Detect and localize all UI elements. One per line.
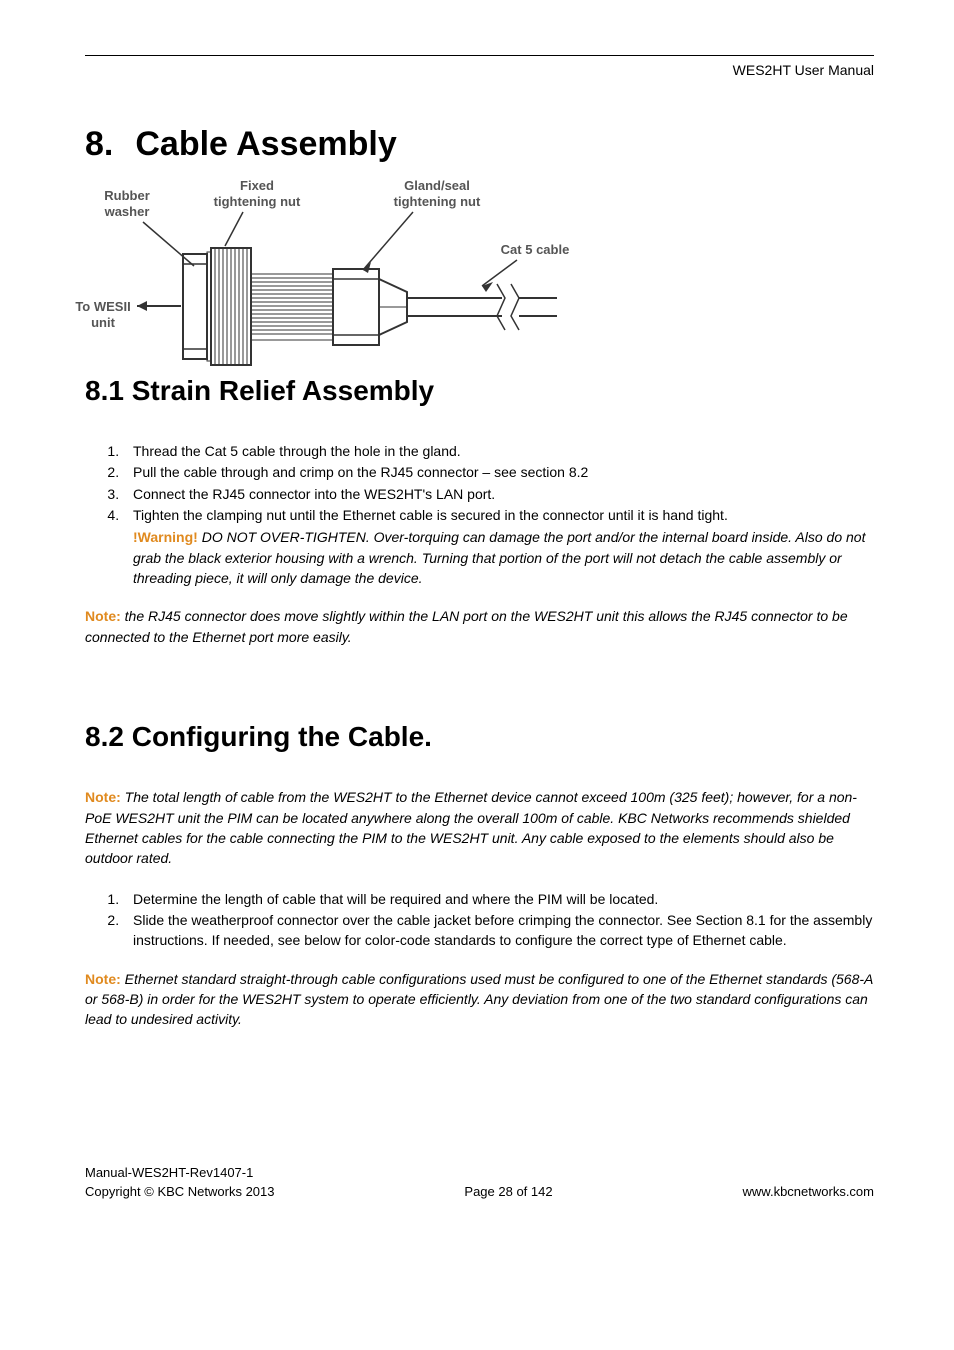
svg-text:washer: washer (104, 204, 150, 219)
section-82-number: 8.2 (85, 721, 124, 752)
header-label: WES2HT User Manual (85, 60, 874, 80)
svg-text:tightening nut: tightening nut (394, 194, 481, 209)
section-81-steps: Thread the Cat 5 cable through the hole … (85, 441, 874, 588)
svg-text:tightening nut: tightening nut (214, 194, 301, 209)
note-label: Note: (85, 789, 121, 805)
note-82a: Note: The total length of cable from the… (85, 787, 874, 868)
footer-page: Page 28 of 142 (464, 1183, 552, 1202)
footer-copyright: Copyright © KBC Networks 2013 (85, 1183, 275, 1202)
chapter-title-text: Cable Assembly (135, 125, 396, 163)
list-item: Connect the RJ45 connector into the WES2… (123, 484, 874, 504)
note-82b: Note: Ethernet standard straight-through… (85, 969, 874, 1030)
list-item: Tighten the clamping nut until the Ether… (123, 505, 874, 588)
section-81-title: Strain Relief Assembly (132, 375, 434, 406)
list-item: Slide the weatherproof connector over th… (123, 910, 874, 951)
svg-text:Fixed: Fixed (240, 178, 274, 193)
note-82a-text: The total length of cable from the WES2H… (85, 789, 857, 866)
section-82-title: Configuring the Cable. (132, 721, 432, 752)
section-82-heading: 8.2 Configuring the Cable. (85, 717, 874, 758)
chapter-number: 8. (85, 120, 113, 169)
svg-text:Gland/seal: Gland/seal (404, 178, 470, 193)
section-81-number: 8.1 (85, 375, 124, 406)
footer-manual-id: Manual-WES2HT-Rev1407-1 (85, 1164, 275, 1183)
header-rule (85, 55, 874, 56)
step-4-text: Tighten the clamping nut until the Ether… (133, 507, 728, 523)
warning-label: !Warning! (133, 529, 198, 545)
svg-text:Rubber: Rubber (104, 188, 150, 203)
note-82b-text: Ethernet standard straight-through cable… (85, 971, 873, 1028)
svg-text:Cat 5 cable: Cat 5 cable (501, 242, 570, 257)
footer-left: Manual-WES2HT-Rev1407-1 Copyright © KBC … (85, 1164, 275, 1202)
note-label: Note: (85, 971, 121, 987)
section-82-steps: Determine the length of cable that will … (85, 889, 874, 951)
svg-text:unit: unit (91, 315, 115, 330)
footer: Manual-WES2HT-Rev1407-1 Copyright © KBC … (85, 1164, 874, 1202)
note-label: Note: (85, 608, 121, 624)
list-item: Determine the length of cable that will … (123, 889, 874, 909)
footer-url: www.kbcnetworks.com (743, 1183, 874, 1202)
list-item: Thread the Cat 5 cable through the hole … (123, 441, 874, 461)
chapter-heading: 8. Cable Assembly (85, 120, 874, 169)
warning-text: DO NOT OVER-TIGHTEN. Over-torquing can d… (133, 529, 865, 586)
svg-text:To WESII: To WESII (75, 299, 130, 314)
note-81: Note: the RJ45 connector does move sligh… (85, 606, 874, 647)
page: WES2HT User Manual 8. Cable Assembly .lbl… (0, 0, 954, 1242)
cable-assembly-diagram: .lbl { font-family: Arial, sans-serif; f… (67, 174, 577, 369)
list-item: Pull the cable through and crimp on the … (123, 462, 874, 482)
note-81-text: the RJ45 connector does move slightly wi… (85, 608, 848, 644)
section-81-heading: 8.1 Strain Relief Assembly (85, 371, 874, 412)
